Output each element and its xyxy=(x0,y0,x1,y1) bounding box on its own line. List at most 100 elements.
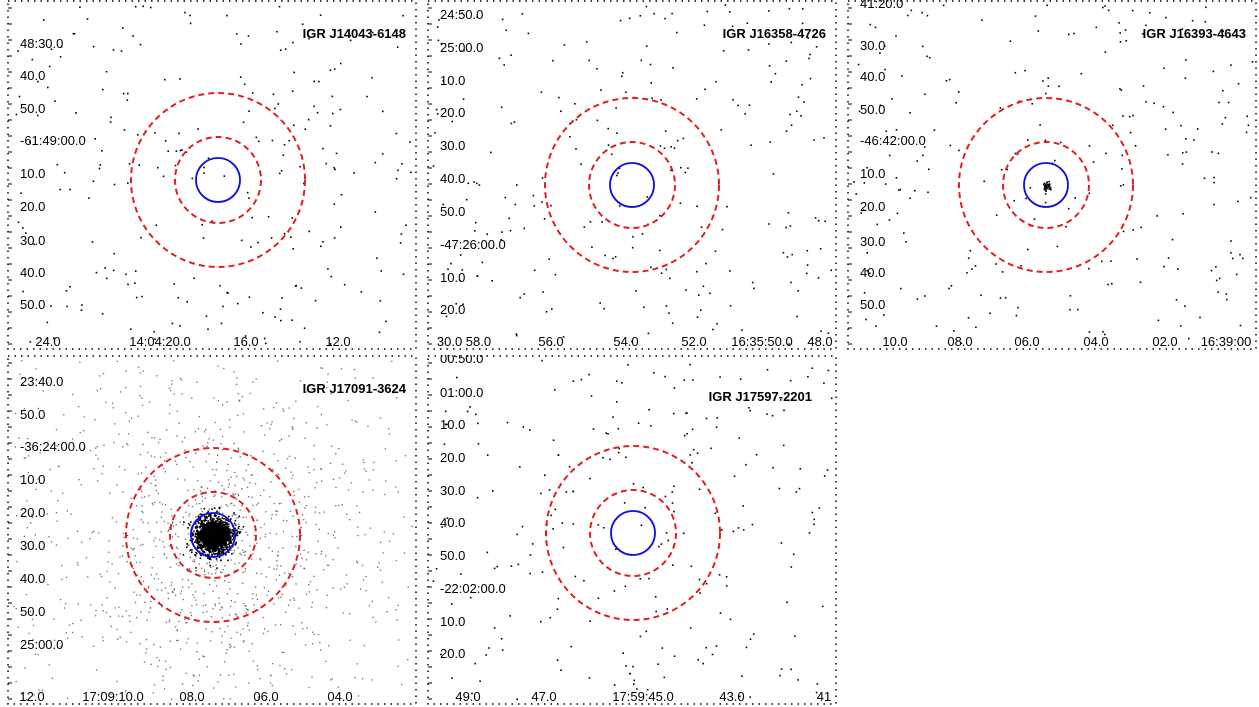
event-dot xyxy=(132,549,134,551)
event-dot xyxy=(244,554,246,556)
y-tick-label: 40.0 xyxy=(440,515,466,530)
event-dot xyxy=(203,448,205,450)
event-dot xyxy=(456,376,458,379)
event-dot xyxy=(260,573,262,575)
event-dot xyxy=(1185,59,1187,61)
event-dot xyxy=(739,378,742,380)
event-dot xyxy=(407,586,409,588)
x-tick-label: 08.0 xyxy=(947,334,973,349)
event-dot xyxy=(401,163,403,165)
event-dot xyxy=(203,656,205,658)
event-dot xyxy=(971,268,973,270)
event-dot xyxy=(323,511,325,513)
event-dot xyxy=(119,636,121,638)
event-dot xyxy=(813,518,815,521)
event-dot xyxy=(178,132,180,135)
event-dot xyxy=(156,521,158,523)
event-dot xyxy=(222,305,224,308)
source-event-dot xyxy=(223,518,225,520)
event-dot xyxy=(1056,245,1059,248)
event-dot xyxy=(201,495,203,498)
source-event-dot xyxy=(207,554,209,556)
event-dot xyxy=(574,103,576,105)
event-dot xyxy=(475,413,477,416)
event-dot xyxy=(948,287,950,290)
event-dot xyxy=(233,371,235,373)
x-tick-label: 04.0 xyxy=(1083,334,1109,349)
event-dot xyxy=(185,672,187,674)
event-dot xyxy=(17,50,19,52)
event-dot xyxy=(66,637,69,639)
event-dot xyxy=(395,559,397,562)
event-dot xyxy=(122,27,124,29)
x-tick-label: 10.0 xyxy=(882,334,908,349)
event-dot xyxy=(823,137,825,139)
event-dot xyxy=(254,483,257,485)
source-event-dot xyxy=(227,525,229,528)
event-dot xyxy=(1237,200,1239,203)
event-dot xyxy=(263,628,266,630)
event-dot xyxy=(1139,281,1142,284)
event-dot xyxy=(815,691,818,694)
event-dot xyxy=(751,523,754,526)
event-dot xyxy=(256,542,258,544)
event-dot xyxy=(1014,71,1017,74)
event-dot xyxy=(202,655,204,657)
event-dot xyxy=(229,646,231,649)
event-dot xyxy=(238,494,240,497)
event-dot xyxy=(382,552,384,554)
event-dot xyxy=(1184,305,1186,307)
event-dot xyxy=(655,610,657,613)
event-dot xyxy=(126,561,128,563)
event-dot xyxy=(140,488,142,491)
event-dot xyxy=(219,674,222,676)
event-dot xyxy=(384,448,386,450)
event-dot xyxy=(256,665,258,667)
event-dot xyxy=(230,645,232,647)
event-dot xyxy=(275,533,278,535)
source-event-dot xyxy=(225,553,227,556)
event-dot xyxy=(1020,265,1022,267)
event-dot xyxy=(830,397,833,400)
event-dot xyxy=(366,95,368,98)
source-event-dot xyxy=(236,531,239,533)
event-dot xyxy=(1054,159,1056,162)
event-dot xyxy=(516,184,518,186)
event-dot xyxy=(239,76,242,78)
event-dot xyxy=(583,226,586,228)
source-event-dot xyxy=(196,540,198,543)
event-dot xyxy=(255,594,257,596)
event-dot xyxy=(213,397,215,399)
event-dot xyxy=(280,319,282,322)
event-dot xyxy=(125,370,127,372)
event-dot xyxy=(672,564,674,566)
event-dot xyxy=(332,534,334,536)
event-dot xyxy=(1058,85,1060,88)
event-dot xyxy=(469,596,472,599)
event-dot xyxy=(169,545,171,547)
event-dot xyxy=(191,397,193,399)
event-dot xyxy=(696,452,699,454)
event-dot xyxy=(42,390,44,392)
event-dot xyxy=(1239,253,1241,256)
source-event-dot xyxy=(220,559,222,561)
event-dot xyxy=(314,487,316,489)
event-dot xyxy=(140,490,143,493)
event-dot xyxy=(548,489,551,491)
event-dot xyxy=(556,659,559,661)
event-dot xyxy=(184,449,186,451)
background-annulus-outer xyxy=(130,92,306,268)
event-dot xyxy=(56,163,59,166)
event-dot xyxy=(790,281,792,284)
source-event-dot xyxy=(199,553,202,556)
event-dot xyxy=(791,253,793,256)
source-event-dot xyxy=(199,538,202,540)
event-dot xyxy=(527,32,530,35)
source-event-dot xyxy=(212,552,215,554)
event-dot xyxy=(645,5,648,8)
event-dot xyxy=(237,516,239,519)
event-dot xyxy=(435,108,438,111)
event-dot xyxy=(550,204,552,207)
y-tick-label: 41:20.0 xyxy=(860,0,904,11)
event-dot xyxy=(1046,4,1048,7)
